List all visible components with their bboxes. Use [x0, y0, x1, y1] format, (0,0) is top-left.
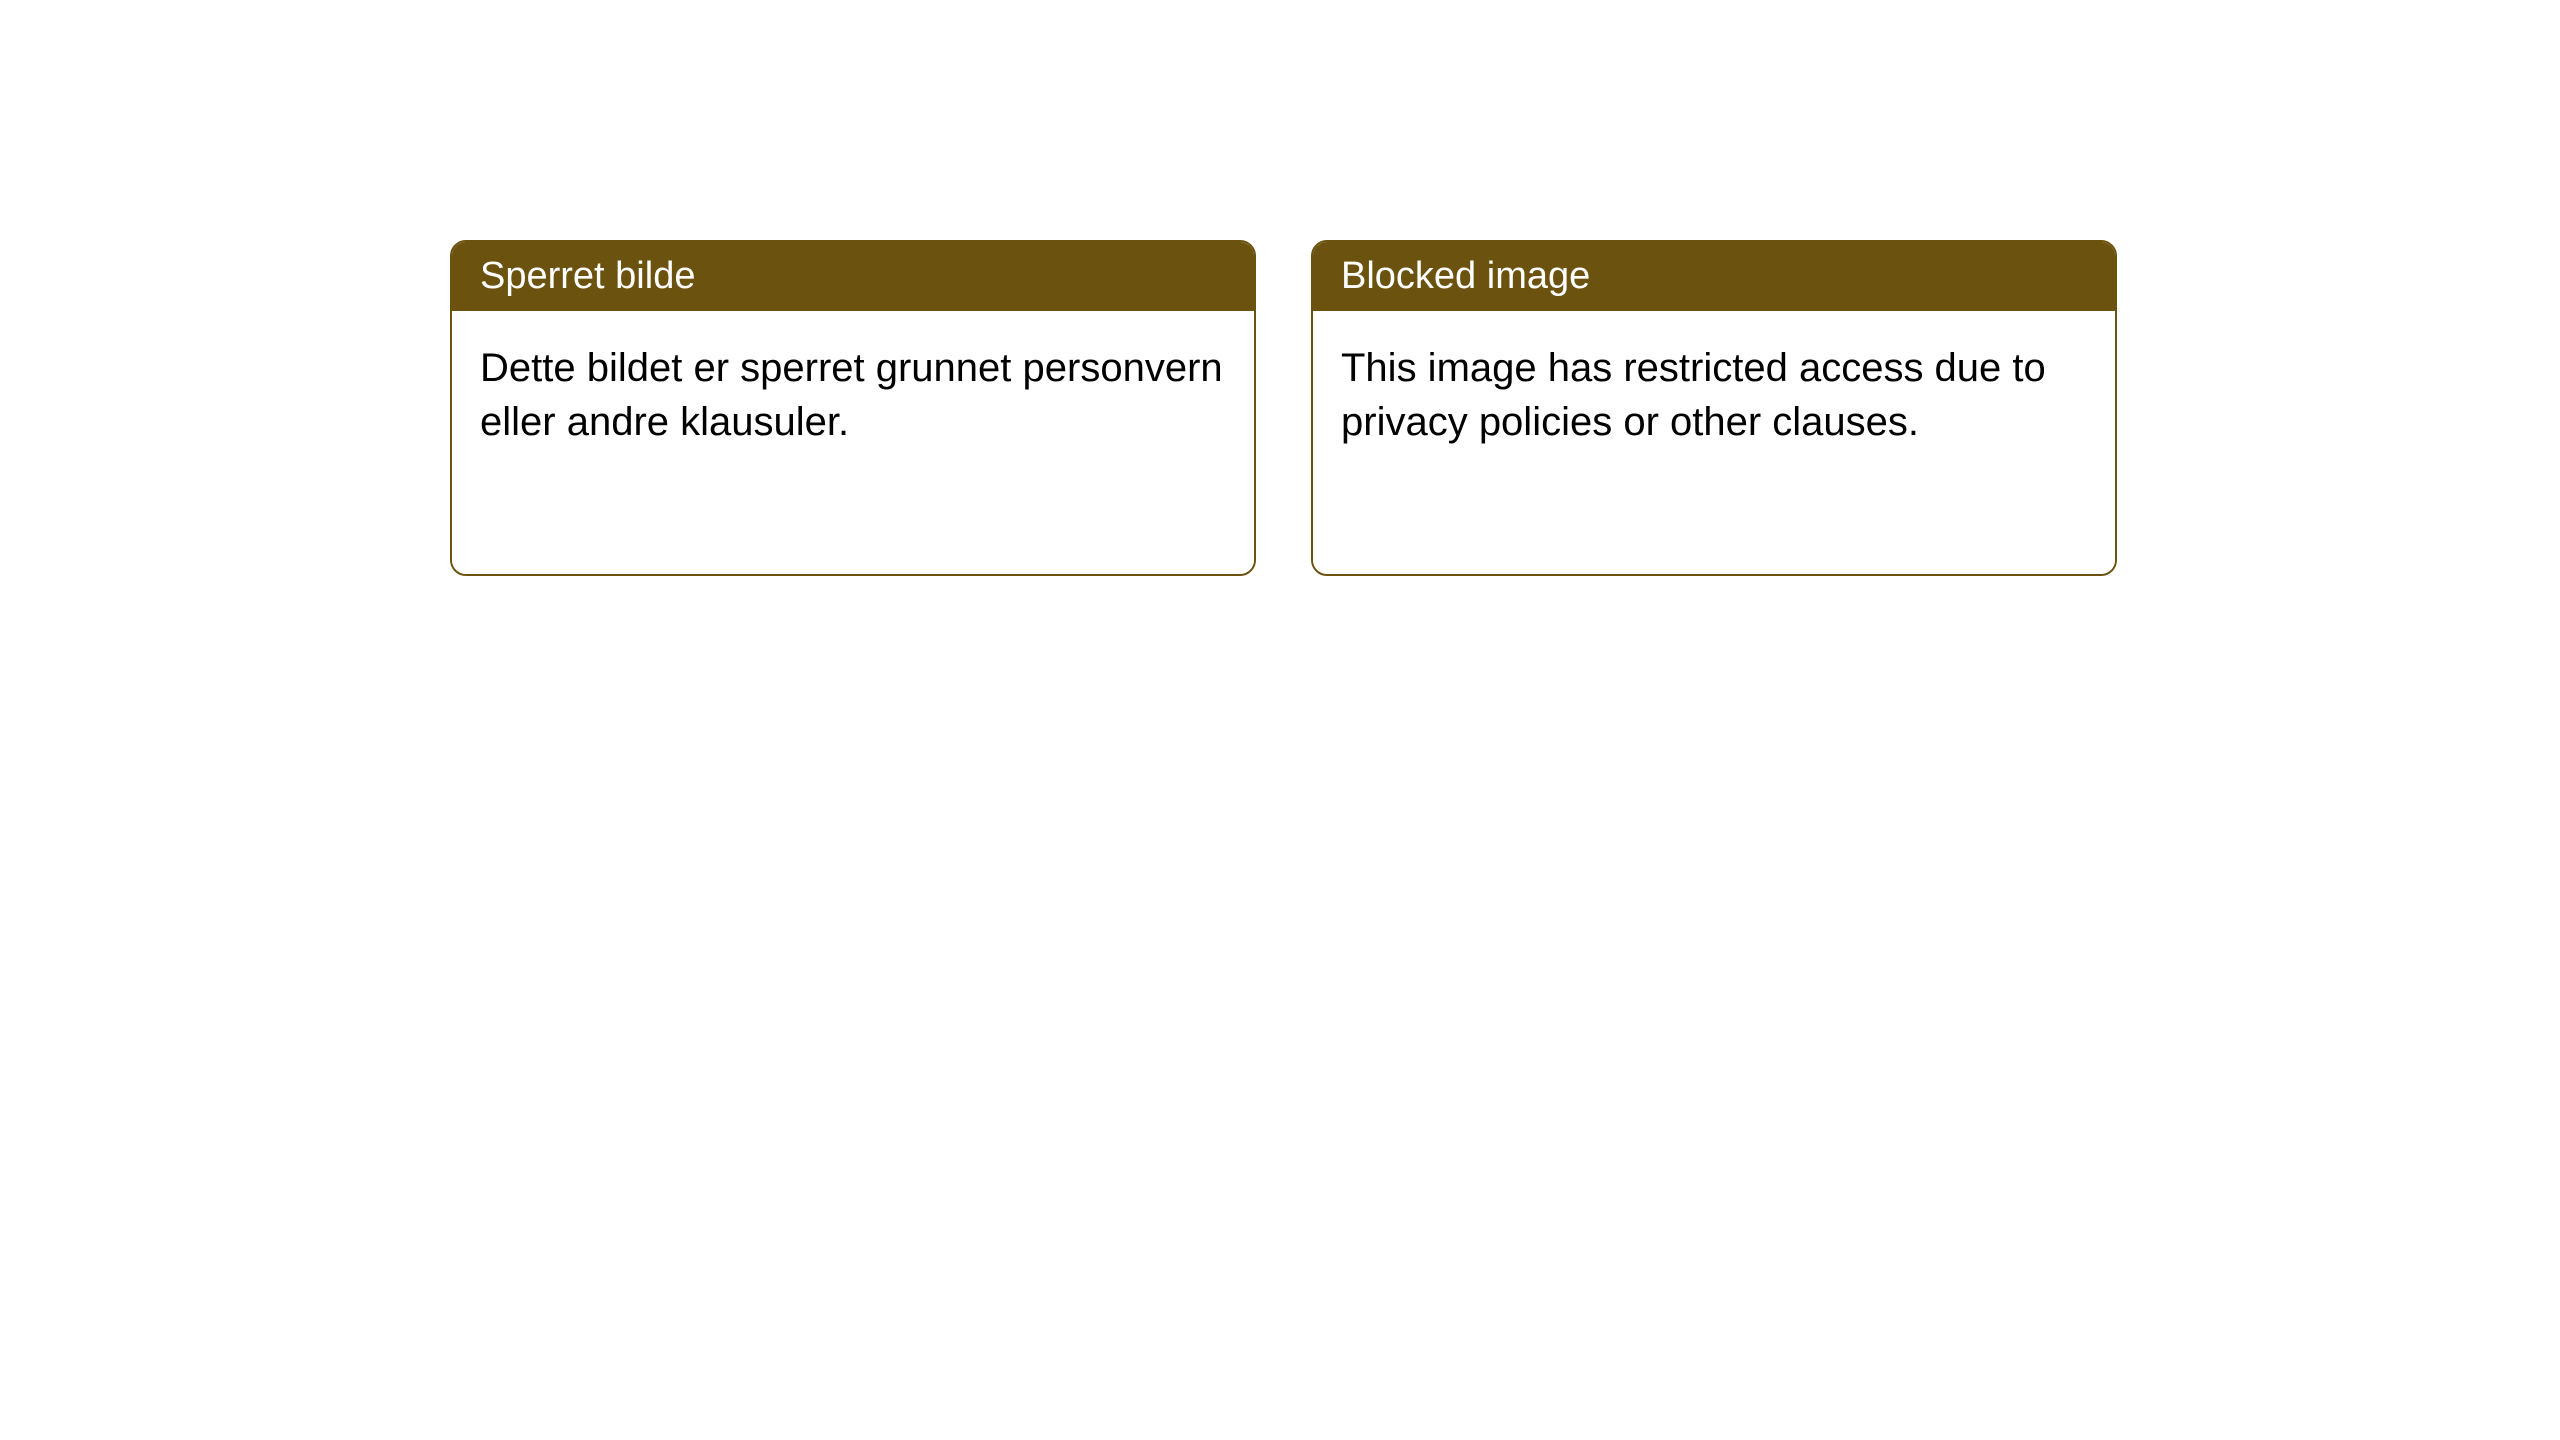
notice-header: Sperret bilde [452, 242, 1254, 311]
notice-container: Sperret bilde Dette bildet er sperret gr… [450, 240, 2117, 576]
notice-card-norwegian: Sperret bilde Dette bildet er sperret gr… [450, 240, 1256, 576]
notice-header: Blocked image [1313, 242, 2115, 311]
notice-card-english: Blocked image This image has restricted … [1311, 240, 2117, 576]
notice-body: Dette bildet er sperret grunnet personve… [452, 311, 1254, 574]
notice-body: This image has restricted access due to … [1313, 311, 2115, 574]
